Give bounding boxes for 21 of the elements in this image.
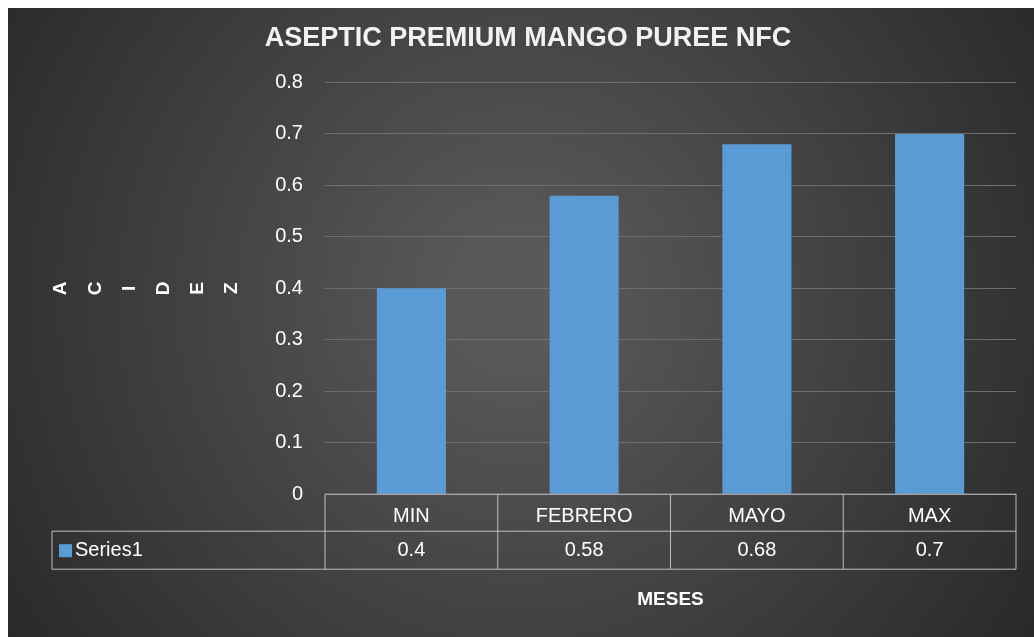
x-tick-label: FEBRERO bbox=[535, 503, 633, 526]
data-label: 0.4 bbox=[397, 537, 426, 560]
data-label: 0.7 bbox=[915, 537, 944, 560]
y-tick-label: 0.2 bbox=[275, 378, 303, 401]
data-label: 0.68 bbox=[737, 537, 777, 560]
y-tick-label: 0 bbox=[291, 481, 303, 504]
chart-title: ASEPTIC PREMIUM MANGO PUREE NFC bbox=[264, 21, 792, 52]
y-tick-label: 0.8 bbox=[275, 69, 303, 92]
x-tick-label: MAX bbox=[907, 503, 952, 526]
y-tick-label: 0.3 bbox=[275, 327, 303, 350]
y-tick-label: 0.4 bbox=[275, 275, 303, 298]
y-tick-label: 0.7 bbox=[275, 121, 303, 144]
x-tick-label: MAYO bbox=[728, 503, 786, 526]
legend-label: Series1 bbox=[75, 537, 143, 560]
y-tick-label: 0.5 bbox=[275, 224, 303, 247]
x-tick-label: MIN bbox=[393, 503, 430, 526]
y-tick-label: 0.6 bbox=[275, 172, 303, 195]
data-label: 0.58 bbox=[564, 537, 604, 560]
y-tick-label: 0.1 bbox=[275, 430, 303, 453]
y-axis-title: ACIDEZ bbox=[49, 281, 242, 296]
x-axis-title: MESES bbox=[637, 587, 704, 609]
